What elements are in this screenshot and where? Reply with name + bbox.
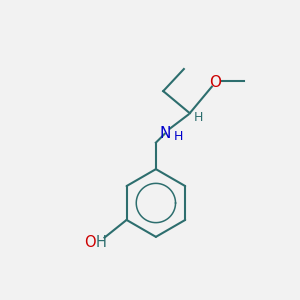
Text: H: H xyxy=(173,130,183,143)
Text: O: O xyxy=(84,236,96,250)
Text: H: H xyxy=(96,236,107,250)
Text: H: H xyxy=(193,111,203,124)
Text: N: N xyxy=(159,126,170,141)
Text: O: O xyxy=(209,75,221,90)
